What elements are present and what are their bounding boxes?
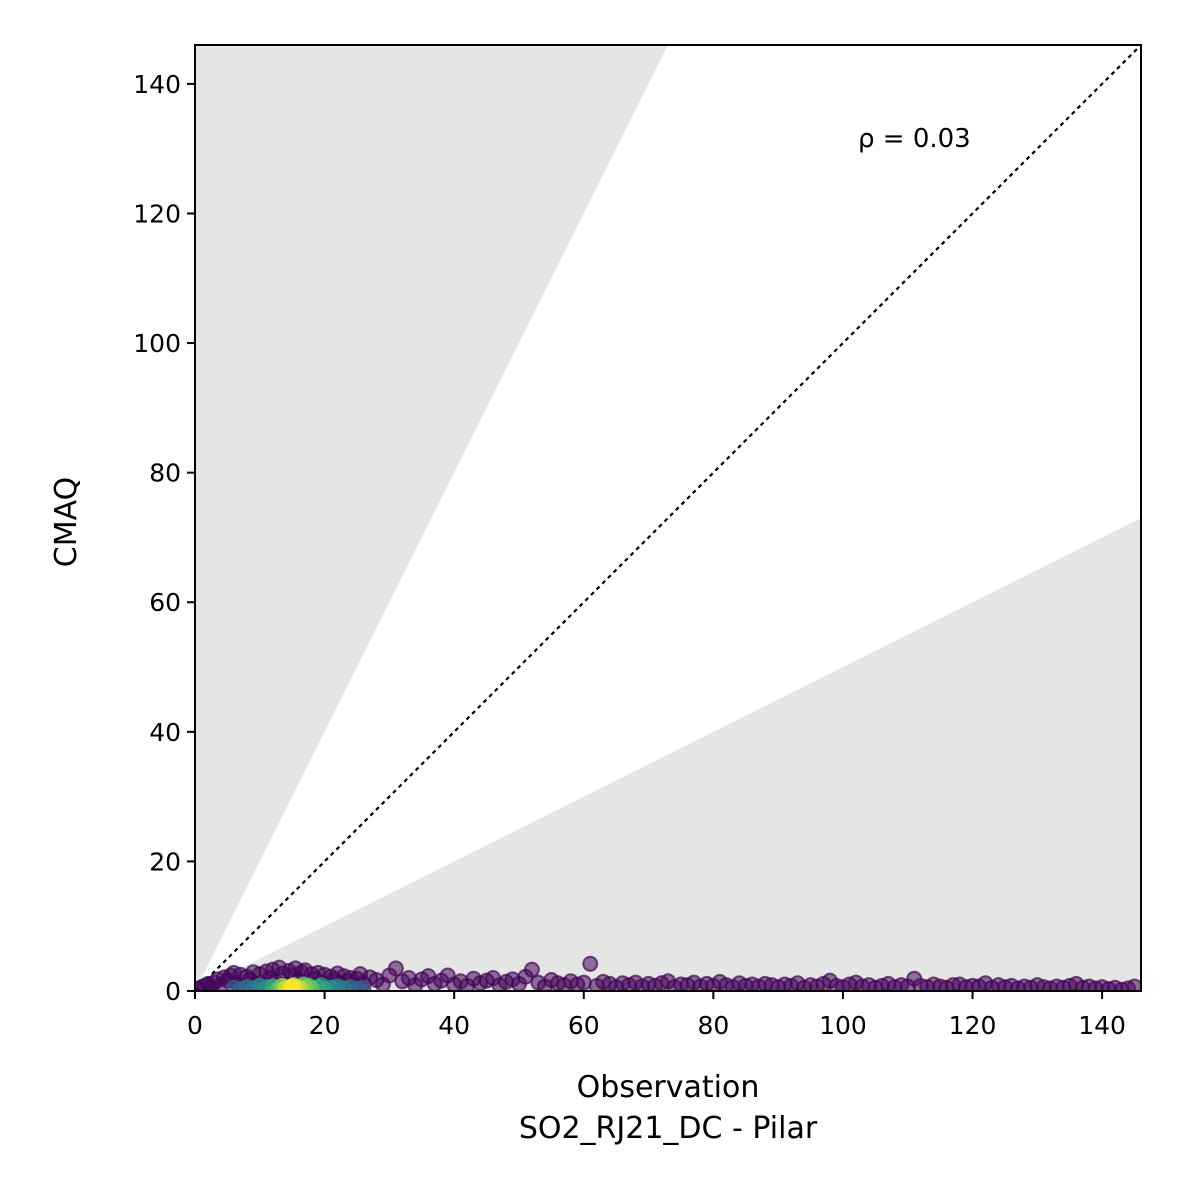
x-tick-label: 0 (187, 1011, 203, 1040)
data-point (582, 955, 599, 972)
reference-line-layer (195, 45, 1141, 991)
x-tick-label: 20 (309, 1011, 341, 1040)
y-tick-label: 20 (149, 847, 181, 876)
shaded-region-2 (195, 518, 1141, 991)
y-axis: 0 20 40 60 80 100 120 140 (133, 70, 195, 1006)
x-axis: 0 20 40 60 80 100 120 140 (187, 991, 1126, 1040)
x-tick-label: 120 (949, 1011, 997, 1040)
x-tick-label: 140 (1078, 1011, 1126, 1040)
x-tick-label: 80 (697, 1011, 729, 1040)
x-tick-label: 60 (568, 1011, 600, 1040)
y-tick-label: 60 (149, 588, 181, 617)
one-to-one-line (195, 45, 1141, 991)
data-point (523, 961, 540, 978)
y-tick-label: 0 (165, 977, 181, 1006)
y-tick-label: 40 (149, 718, 181, 747)
x-axis-sublabel: SO2_RJ21_DC - Pilar (519, 1111, 818, 1146)
plot-frame (194, 44, 1142, 992)
data-point (575, 974, 592, 991)
annotation-rho: ρ = 0.03 (858, 124, 971, 154)
y-tick-label: 80 (149, 459, 181, 488)
points-layer (195, 955, 1141, 991)
y-tick-label: 140 (133, 70, 181, 99)
data-point (284, 978, 301, 991)
y-tick-label: 100 (133, 329, 181, 358)
y-axis-label: CMAQ (49, 477, 84, 567)
y-tick-label: 120 (133, 199, 181, 228)
shaded-region-1 (195, 45, 668, 991)
x-tick-label: 100 (819, 1011, 867, 1040)
x-tick-label: 40 (438, 1011, 470, 1040)
data-point (1126, 978, 1141, 991)
x-axis-label: Observation (577, 1070, 760, 1105)
data-point (387, 960, 404, 977)
shaded-regions (195, 45, 1141, 991)
